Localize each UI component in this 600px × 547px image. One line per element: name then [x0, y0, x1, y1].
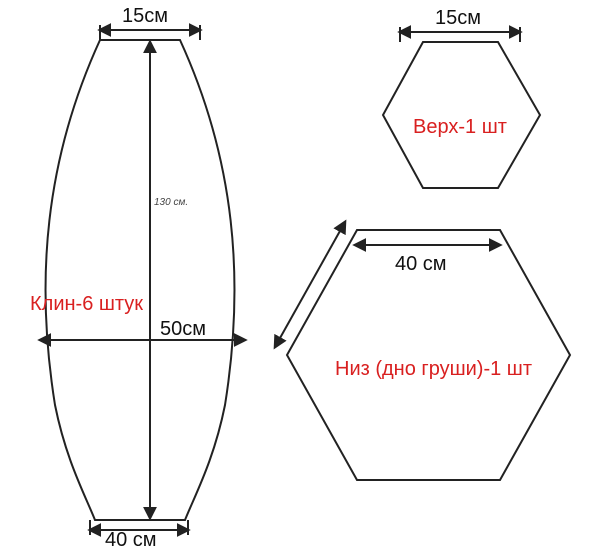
wedge-bottom-label: 40 см	[105, 529, 157, 547]
pattern-diagram: 130 см. 50см 15см 40 см Клин-6 штук 15см…	[0, 0, 600, 547]
top-hex-dim: 15см	[435, 7, 481, 29]
top-hex-name: Верх-1 шт	[413, 116, 507, 138]
bottom-hex-side-arrow	[275, 222, 345, 347]
wedge-name: Клин-6 штук	[30, 293, 143, 315]
top-hex-outline	[383, 42, 540, 188]
wedge-outline	[45, 40, 234, 520]
bottom-hex-piece: 40 см Низ (дно груши)-1 шт	[275, 222, 570, 480]
bottom-hex-top-dim: 40 см	[395, 253, 447, 275]
wedge-piece: 130 см. 50см 15см 40 см Клин-6 штук	[30, 5, 245, 547]
wedge-height-label: 130 см.	[154, 197, 188, 208]
top-hex-piece: 15см Верх-1 шт	[383, 7, 540, 188]
wedge-mid-label: 50см	[160, 318, 206, 340]
wedge-top-label: 15см	[122, 5, 168, 27]
bottom-hex-name: Низ (дно груши)-1 шт	[335, 358, 532, 380]
